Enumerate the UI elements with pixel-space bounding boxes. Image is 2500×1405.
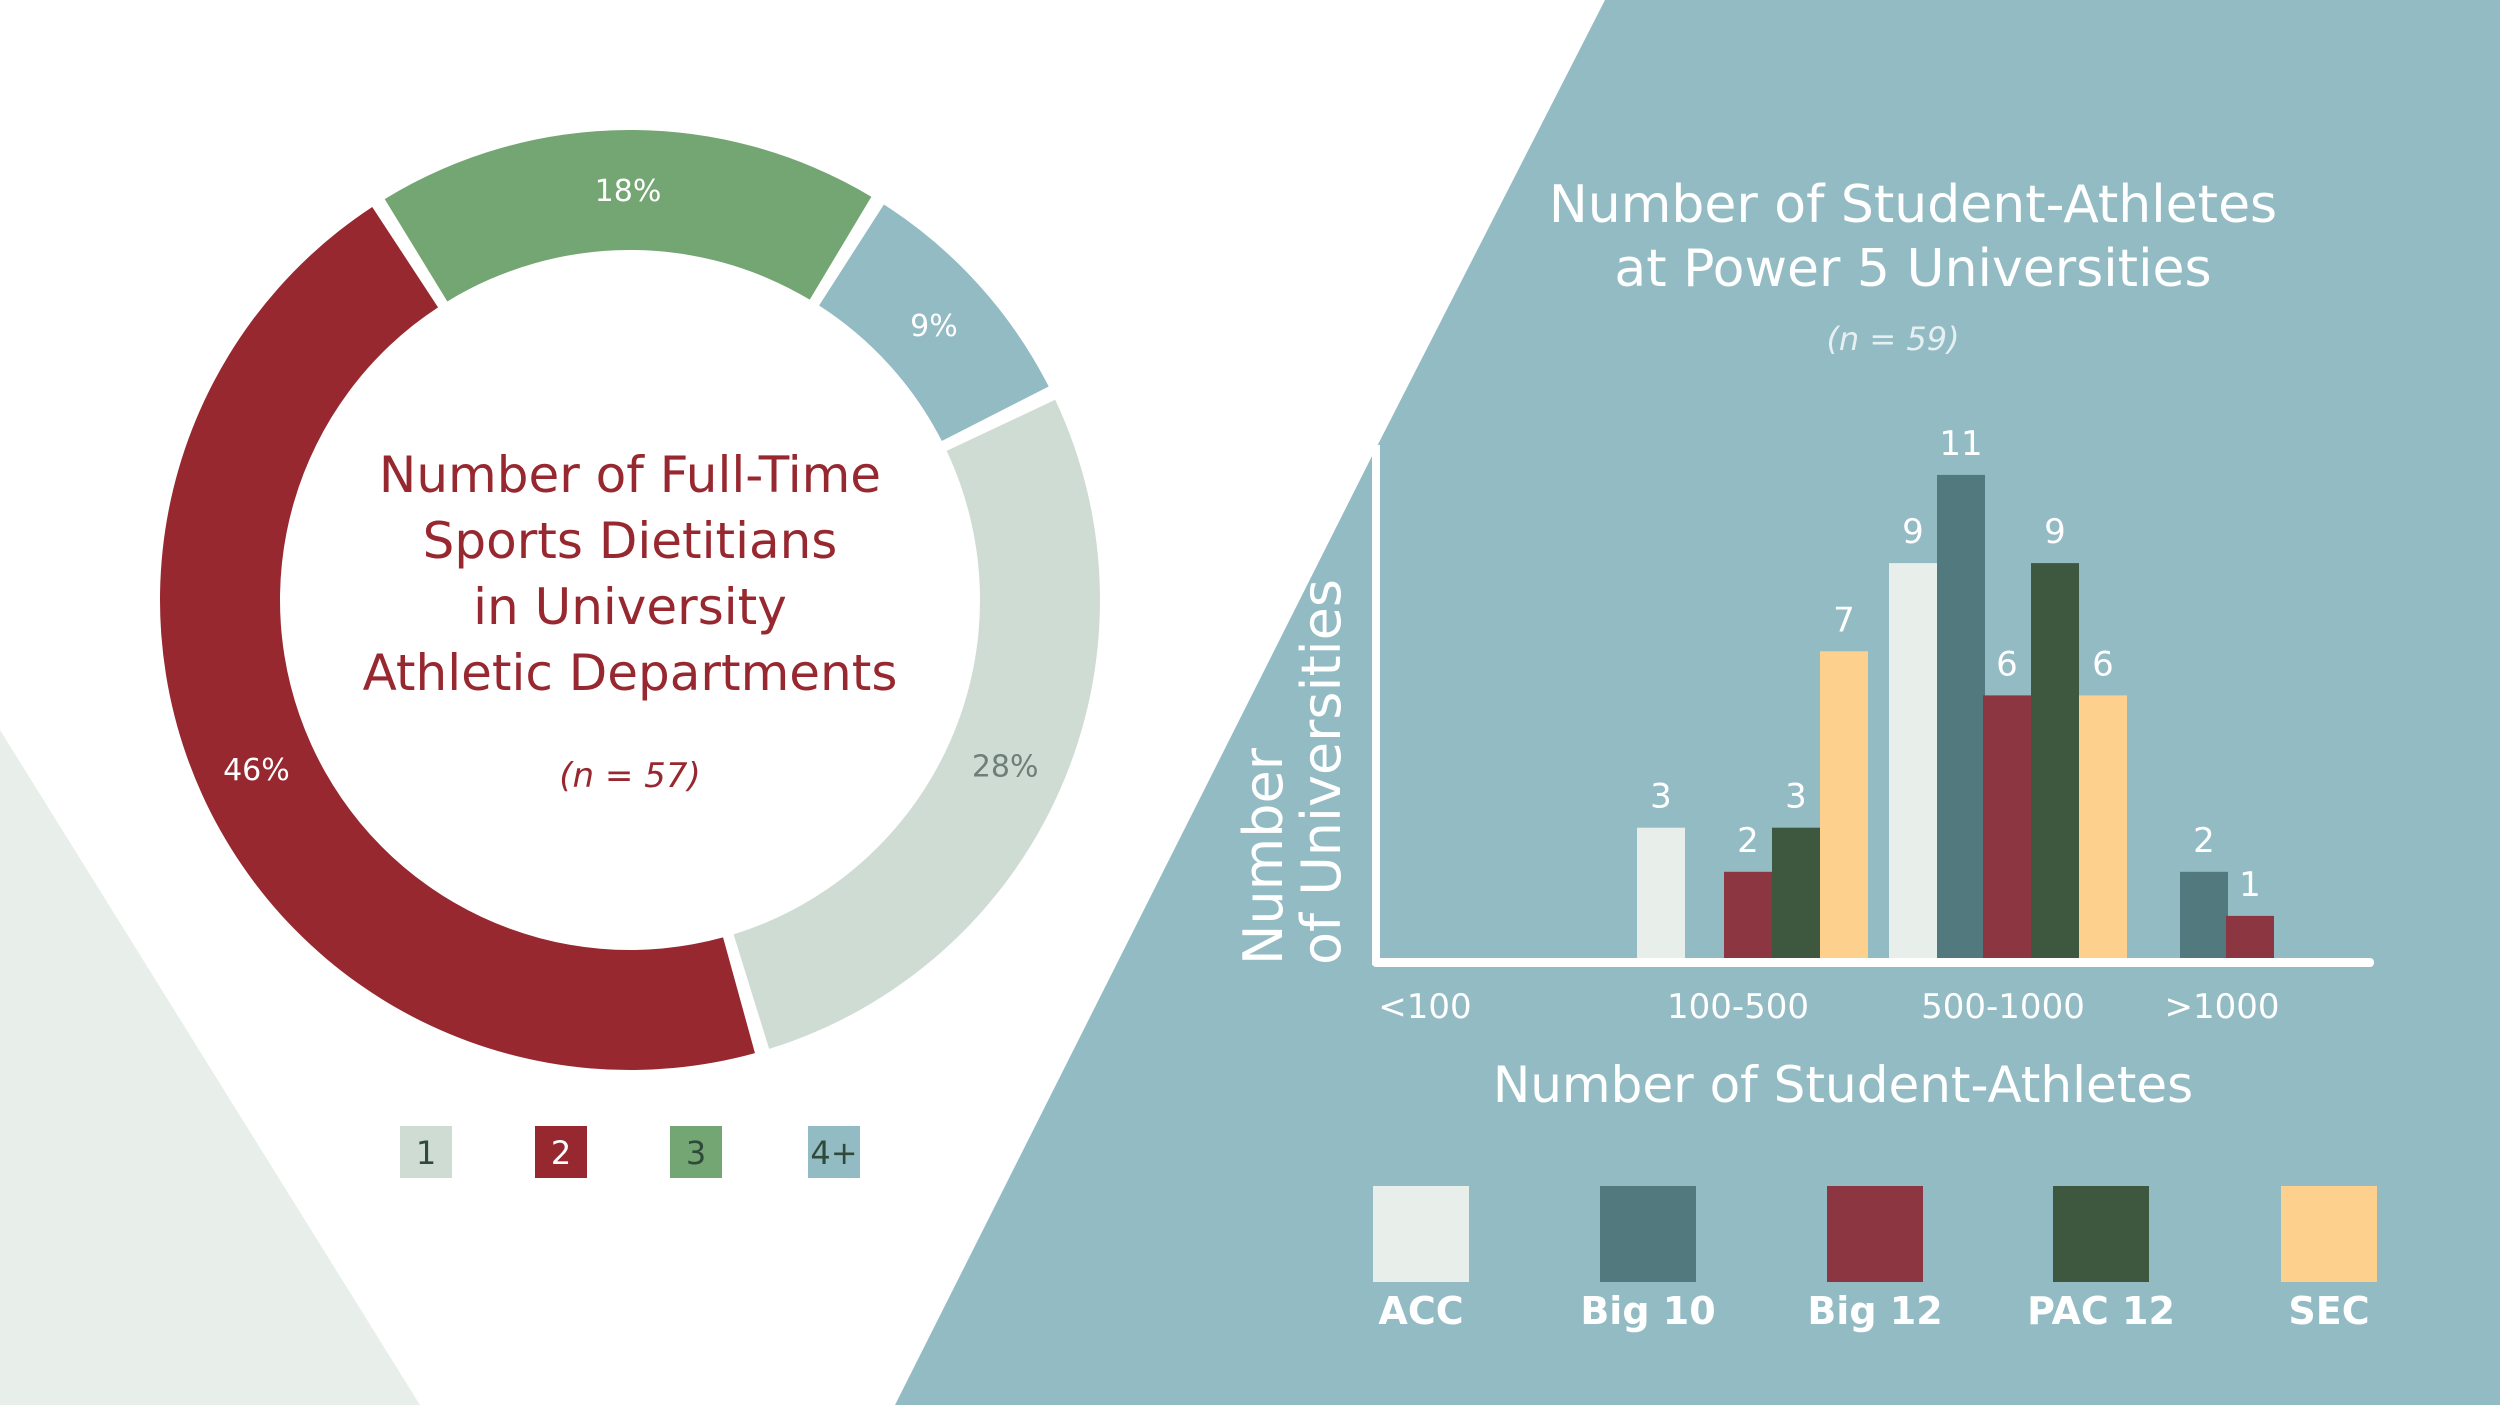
donut-legend-label: 1	[416, 1134, 436, 1172]
donut-slice-2	[159, 206, 755, 1070]
donut-legend-swatch-1	[400, 1126, 452, 1178]
bar-value-label: 7	[1833, 600, 1855, 640]
bar-legend-swatch-sec	[2281, 1186, 2377, 1282]
bar-chart-x-axis-label: Number of Student-Athletes	[1493, 1056, 2193, 1114]
bar-legend-label: PAC 12	[2027, 1289, 2175, 1333]
bar-pac12-1	[1772, 827, 1820, 960]
donut-slice-1	[733, 399, 1100, 1049]
bar-big12-2	[1983, 695, 2031, 960]
x-tick-label: 100-500	[1667, 987, 1809, 1027]
bar-big12-3	[2226, 915, 2274, 960]
bar-big10-2	[1937, 474, 1985, 960]
bar-value-label: 1	[2239, 865, 2261, 905]
bar-chart-subtitle: (n = 59)	[1826, 320, 1959, 358]
bar-ylabel-line: Number	[1232, 747, 1295, 965]
bar-value-label: 3	[1650, 777, 1672, 817]
donut-title-line: Sports Dietitians	[423, 512, 838, 570]
bar-value-label: 11	[1939, 424, 1982, 464]
bar-value-label: 9	[1902, 512, 1924, 552]
donut-title-line: Athletic Departments	[363, 644, 898, 702]
bar-big10-3	[2180, 871, 2228, 960]
donut-legend-swatch-4+	[808, 1126, 860, 1178]
donut-slice-label: 18%	[595, 174, 662, 209]
bar-legend-swatch-pac12	[2053, 1186, 2149, 1282]
donut-slice-label: 28%	[972, 749, 1039, 784]
bar-legend-label: Big 12	[1807, 1289, 1942, 1333]
bar-chart-x-axis: <100 100-500 500-1000 >1000	[1372, 445, 2374, 1027]
donut-chart-title: Number of Full-Time Sports Dietitians in U…	[363, 446, 898, 702]
bar-value-label: 2	[2193, 821, 2215, 861]
bar-big12-1	[1724, 871, 1772, 960]
bar-title-line: Number of Student-Athletes	[1549, 175, 2277, 235]
donut-title-line: Number of Full-Time	[379, 446, 881, 504]
bar-value-label: 9	[2044, 512, 2066, 552]
donut-legend-label: 4+	[810, 1134, 857, 1172]
donut-legend-label: 2	[551, 1134, 571, 1172]
donut-slice-label: 46%	[223, 753, 290, 788]
donut-title-line: in University	[473, 578, 787, 636]
x-tick-label: <100	[1378, 987, 1471, 1027]
bar-ylabel-line: of Universities	[1290, 579, 1353, 965]
x-tick-label: >1000	[2164, 987, 2279, 1027]
bar-legend-swatch-big12	[1827, 1186, 1923, 1282]
bar-acc-2	[1889, 563, 1937, 960]
bar-title-line: at Power 5 Universities	[1614, 239, 2211, 299]
bar-acc-1	[1637, 827, 1685, 960]
bar-legend-swatch-acc	[1373, 1186, 1469, 1282]
bar-legend-label: Big 10	[1580, 1289, 1715, 1333]
x-axis-line	[1372, 958, 2374, 967]
donut-legend-label: 3	[686, 1134, 706, 1172]
donut-chart: 9% 28% 46% 18%	[159, 129, 1100, 1070]
donut-slice-4+	[819, 204, 1049, 441]
bar-chart-legend: ACC Big 10 Big 12 PAC 12 SEC	[1373, 1186, 2377, 1333]
donut-legend-swatch-2	[535, 1126, 587, 1178]
donut-legend-swatch-3	[670, 1126, 722, 1178]
bar-sec-2	[2079, 695, 2127, 960]
bar-value-label: 3	[1785, 777, 1807, 817]
bar-pac12-2	[2031, 563, 2079, 960]
donut-legend: 1 2 3 4+	[400, 1126, 860, 1178]
bar-value-label: 6	[2092, 644, 2114, 684]
bar-value-label: 6	[1996, 644, 2018, 684]
donut-slice-3	[384, 129, 872, 302]
bar-sec-1	[1820, 651, 1868, 960]
donut-slice-label: 9%	[910, 309, 958, 344]
right-background-panel	[895, 0, 2500, 1405]
y-axis-line	[1372, 445, 1380, 965]
x-tick-label: 500-1000	[1921, 987, 2085, 1027]
bar-legend-label: SEC	[2288, 1289, 2369, 1333]
left-background-wedge	[0, 730, 420, 1405]
bar-chart-bars: 3 9 11 2 2 6 1 3 9 7 6	[1637, 424, 2274, 960]
bar-legend-swatch-big10	[1600, 1186, 1696, 1282]
bar-legend-label: ACC	[1378, 1289, 1463, 1333]
bar-value-label: 2	[1737, 821, 1759, 861]
donut-chart-subtitle: (n = 57)	[559, 756, 700, 796]
